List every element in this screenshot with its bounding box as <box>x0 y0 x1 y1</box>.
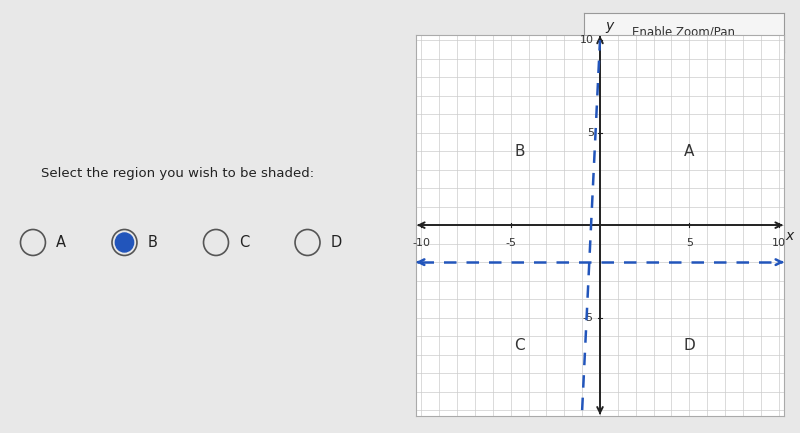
Text: 10: 10 <box>772 238 786 248</box>
Text: C: C <box>514 338 525 353</box>
Text: A: A <box>684 144 694 158</box>
Text: B: B <box>514 144 525 158</box>
Text: -10: -10 <box>412 238 430 248</box>
Text: A: A <box>56 235 66 250</box>
Text: Select the region you wish to be shaded:: Select the region you wish to be shaded: <box>42 167 314 180</box>
Text: 10: 10 <box>580 35 594 45</box>
Circle shape <box>115 233 134 252</box>
Text: x: x <box>785 229 793 243</box>
Text: Enable Zoom/Pan: Enable Zoom/Pan <box>633 26 735 39</box>
Text: 5: 5 <box>686 238 693 248</box>
Text: -5: -5 <box>582 313 594 323</box>
Text: D: D <box>683 338 695 353</box>
Text: B: B <box>147 235 158 250</box>
Text: C: C <box>239 235 249 250</box>
Text: -5: -5 <box>505 238 516 248</box>
Text: 5: 5 <box>586 128 594 138</box>
Text: D: D <box>330 235 342 250</box>
Text: y: y <box>606 19 614 33</box>
